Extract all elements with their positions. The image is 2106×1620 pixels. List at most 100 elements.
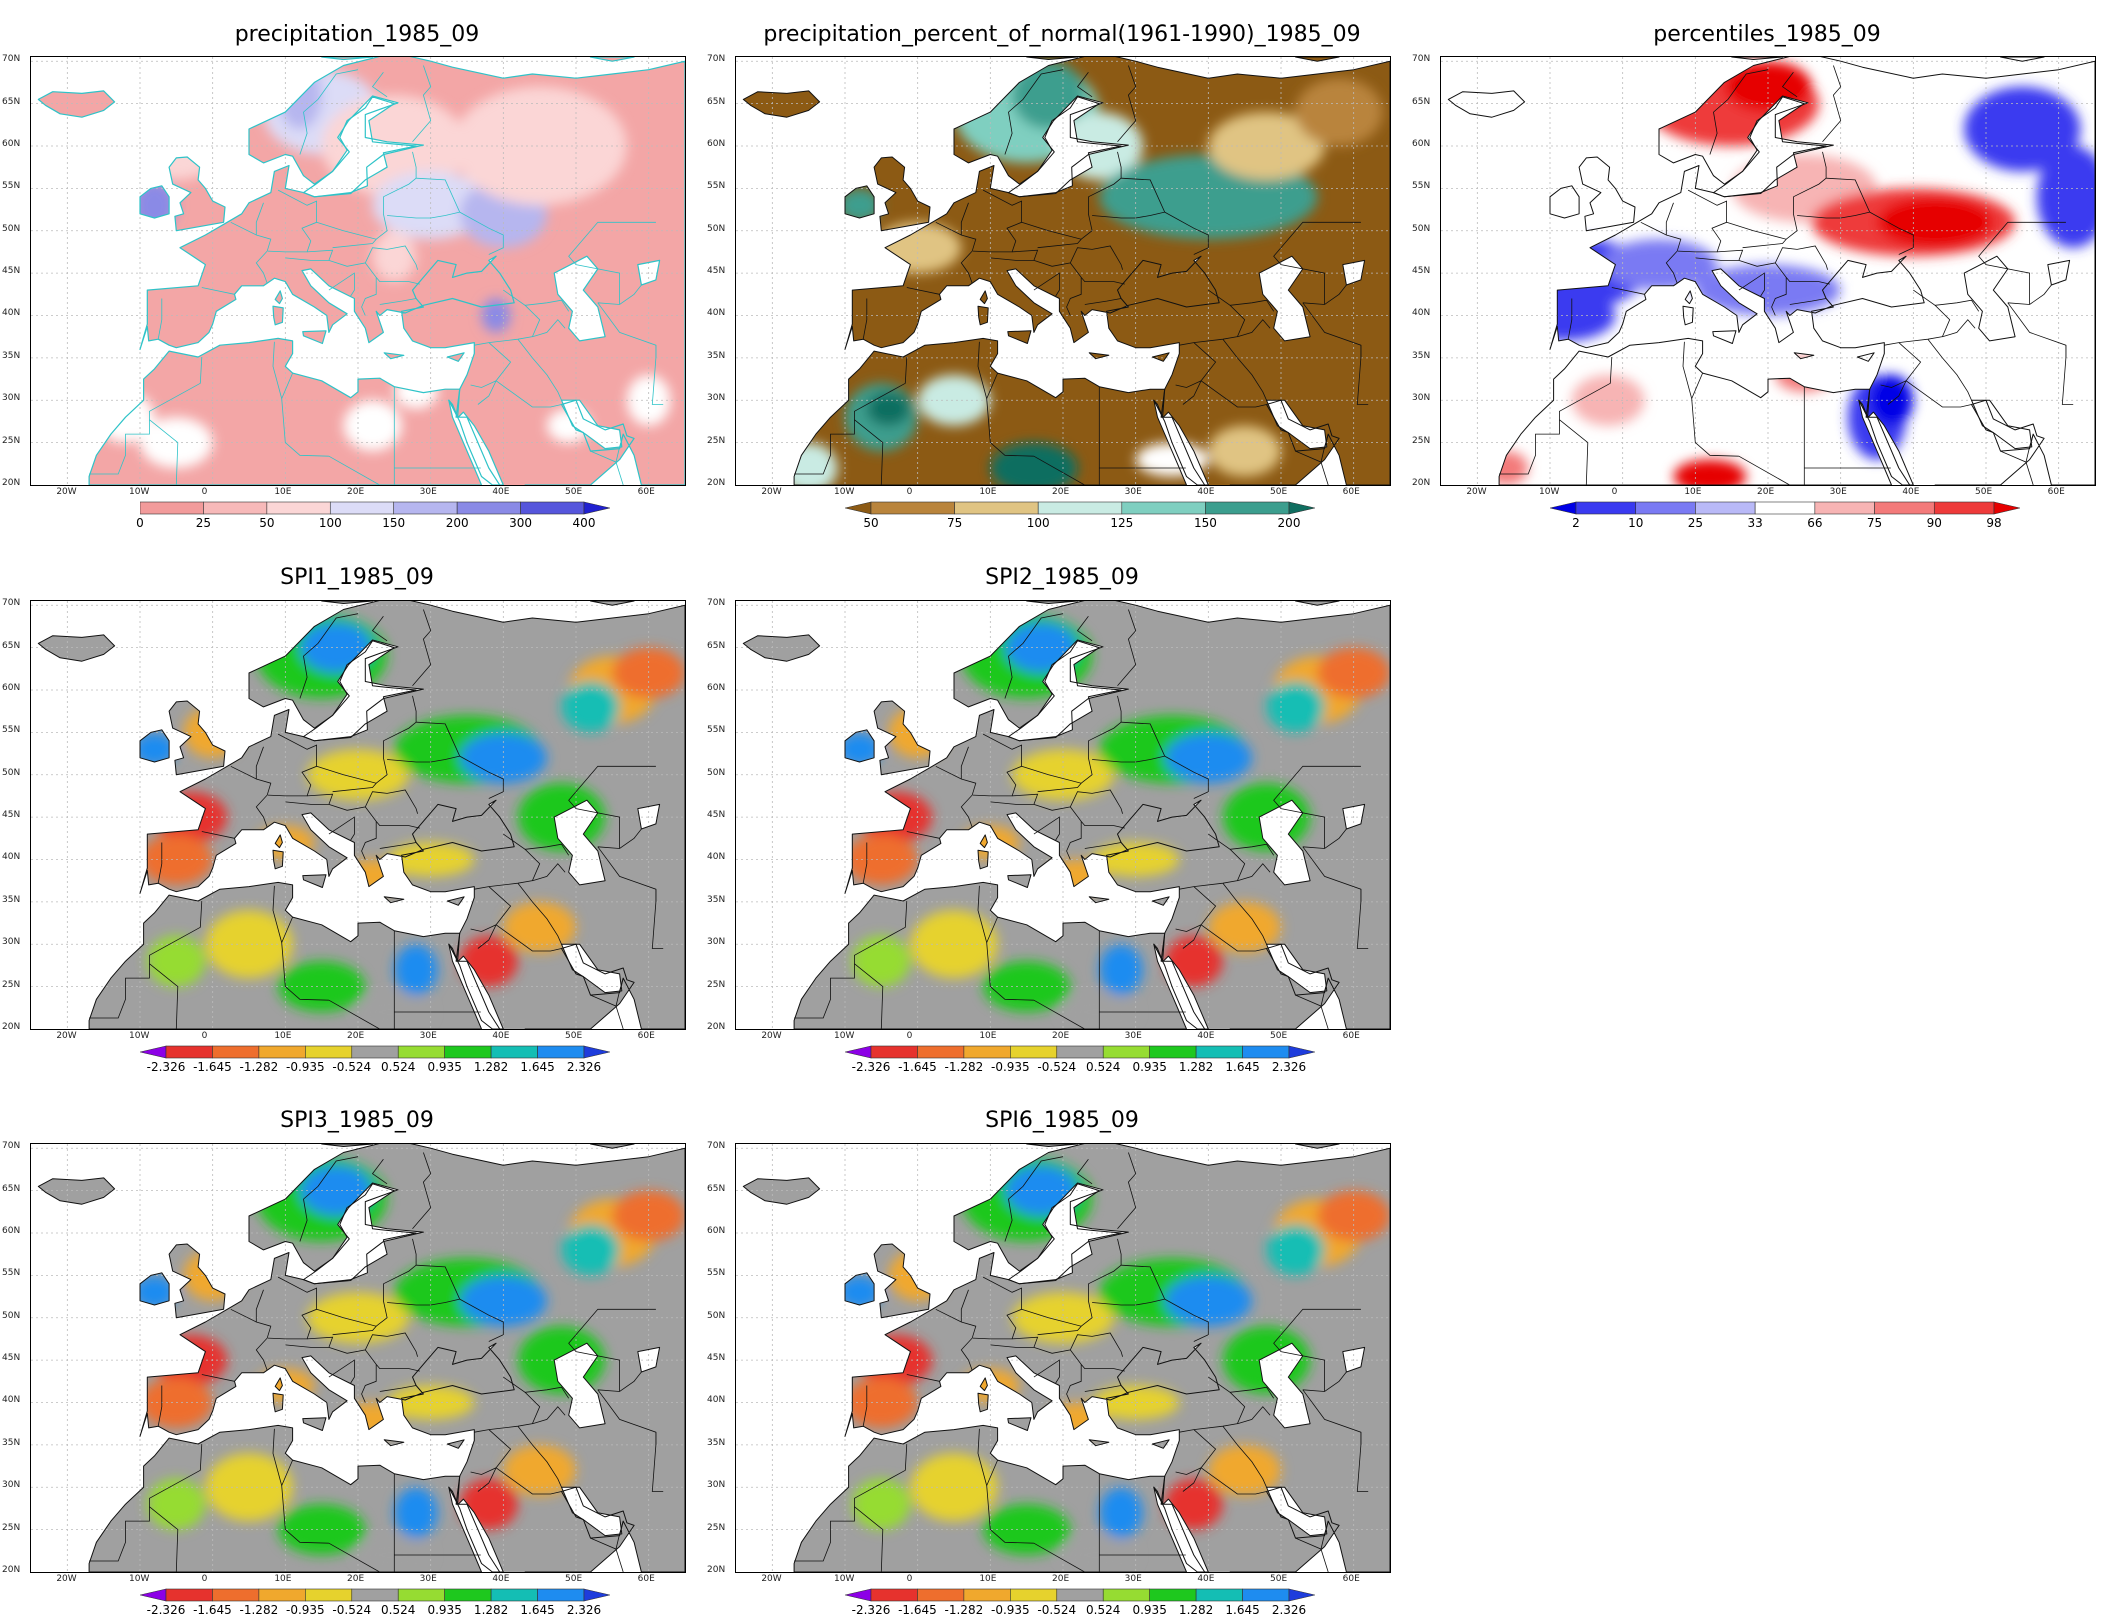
lat-tick-label: 60N <box>2 682 21 693</box>
anomaly-patch <box>452 86 627 206</box>
colorbar: -2.326 -1.645 -1.282 -0.935 -0.524 0.524 0.935… <box>844 1044 1316 1074</box>
colorbar-box <box>305 1045 353 1059</box>
colorbar-arrow-right <box>583 501 611 515</box>
anomaly-patch <box>1295 78 1383 146</box>
anomaly-patch <box>147 935 206 987</box>
lat-tick-label: 65N <box>707 96 726 107</box>
anomaly-patch <box>1099 944 1143 996</box>
lon-tick-label: 30E <box>419 1031 437 1041</box>
lat-tick-label: 40N <box>2 308 21 319</box>
anomaly-patch <box>852 935 911 987</box>
anomaly-patch <box>626 374 671 426</box>
lat-tick-label: 50N <box>1412 223 1431 234</box>
lat-tick-label: 60N <box>2 138 21 149</box>
colorbar-box <box>212 1045 260 1059</box>
lon-tick-label: 40E <box>1902 487 1920 497</box>
colorbar-graphic <box>1549 501 2021 515</box>
lat-tick-label: 65N <box>2 96 21 107</box>
water-body <box>303 96 424 197</box>
panel-title: precipitation_percent_of_normal(1961-199… <box>763 22 1361 47</box>
lat-tick-label: 55N <box>707 1268 726 1279</box>
colorbar-box <box>444 1588 492 1602</box>
map-canvas <box>31 57 685 485</box>
colorbar-arrow-right <box>1993 501 2021 515</box>
colorbar-tick-label: -0.524 <box>332 1060 372 1074</box>
water-body <box>1008 96 1129 197</box>
anomaly-patch <box>1317 647 1390 699</box>
map-frame <box>735 600 1391 1030</box>
colorbar-box <box>1814 501 1875 515</box>
colorbar-tick-label: 2.326 <box>566 1603 602 1617</box>
lon-tick-label: 10W <box>834 1031 855 1041</box>
lat-tick-label: 20N <box>2 1565 21 1575</box>
anomaly-patch <box>837 732 882 767</box>
colorbar-box <box>1056 1588 1104 1602</box>
colorbar-tick-label: -2.326 <box>851 1603 891 1617</box>
colorbar-tick-label: 25 <box>195 516 212 530</box>
colorbar-box <box>870 501 955 515</box>
lon-tick-label: 20E <box>1052 1031 1070 1041</box>
colorbar-tick-label: 66 <box>1807 516 1823 530</box>
lat-tick-label: 55N <box>2 1268 21 1279</box>
lat-tick-label: 40N <box>1412 308 1431 319</box>
lat-tick-label: 35N <box>707 894 726 905</box>
lat-tick-label: 50N <box>2 1310 21 1321</box>
graticule <box>736 601 1390 1029</box>
anomaly-patch <box>1048 859 1107 894</box>
water-body <box>1259 256 1311 341</box>
coastlines <box>742 601 1390 1029</box>
map-canvas <box>1441 57 2095 485</box>
lat-tick-label: 60N <box>2 1225 21 1236</box>
lon-tick-label: 10E <box>274 1574 292 1584</box>
lat-tick-label: 30N <box>2 393 21 404</box>
lat-tick-label: 25N <box>707 979 726 990</box>
lat-tick-label: 25N <box>707 1522 726 1533</box>
colorbar-tick-label: 1.645 <box>1225 1603 1260 1617</box>
lon-tick-label: 10W <box>1539 487 1560 497</box>
lon-tick-label: 30E <box>419 487 437 497</box>
lat-tick-label: 20N <box>2 1022 21 1032</box>
country-borders <box>89 65 664 485</box>
lon-tick-label: 20W <box>761 487 782 497</box>
colorbar-box <box>1195 1045 1243 1059</box>
lon-tick-label: 10E <box>274 1031 292 1041</box>
anomaly-patch <box>1695 264 1841 316</box>
lat-tick-label: 35N <box>2 1437 21 1448</box>
colorbar-tick-label: 200 <box>445 516 469 530</box>
lat-tick-label: 50N <box>707 767 726 778</box>
anomaly-patch <box>917 374 991 426</box>
lon-tick-label: 40E <box>1197 1031 1215 1041</box>
colorbar: 50 75 100 125 150 200 <box>844 500 1316 530</box>
anomaly-patch <box>1208 901 1281 953</box>
lat-tick-label: 60N <box>707 138 726 149</box>
anomaly-patch <box>1208 425 1281 477</box>
anomaly-patch <box>910 1453 998 1522</box>
colorbar-tick-label: 2.326 <box>1271 1603 1307 1617</box>
colorbar: -2.326 -1.645 -1.282 -0.935 -0.524 0.524 0.935… <box>844 1587 1316 1617</box>
colorbar-graphic <box>844 501 1316 515</box>
lat-tick-label: 55N <box>707 181 726 192</box>
colorbar-box <box>917 1045 965 1059</box>
colorbar-arrow-right <box>583 1045 611 1059</box>
lat-tick-label: 20N <box>2 478 21 488</box>
colorbar-box <box>1754 501 1816 515</box>
lon-tick-label: 30E <box>1124 487 1142 497</box>
colorbar-tick-label: 125 <box>1110 516 1134 530</box>
colorbar-arrow-left <box>139 1045 167 1059</box>
colorbar-box <box>165 1045 213 1059</box>
colorbar-tick-label: 100 <box>1026 516 1050 530</box>
colorbar-box <box>1056 1045 1104 1059</box>
lon-tick-label: 10W <box>129 1031 150 1041</box>
country-borders <box>89 609 664 1029</box>
lat-tick-label: 25N <box>2 1522 21 1533</box>
colorbar-tick-label: -2.326 <box>146 1603 186 1617</box>
colorbar-tick-label: 150 <box>382 516 406 530</box>
lat-tick-label: 20N <box>1412 478 1431 488</box>
graticule <box>736 1144 1390 1572</box>
lat-tick-label: 55N <box>2 725 21 736</box>
colorbar-arrow-left <box>844 501 872 515</box>
lon-tick-label: 60E <box>637 1031 655 1041</box>
colorbar-box <box>1933 501 1995 515</box>
anomaly-patch <box>1266 1224 1325 1276</box>
colorbar-box <box>397 1045 445 1059</box>
